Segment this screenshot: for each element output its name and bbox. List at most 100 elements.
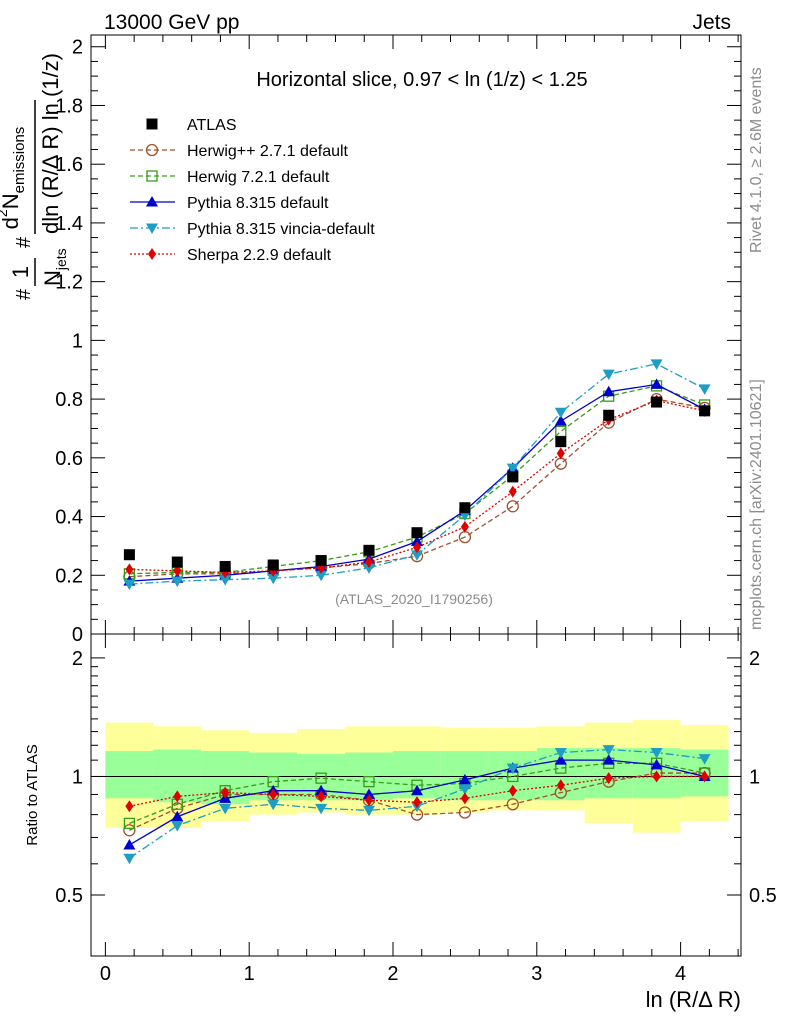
ratio-y-tick-label-left: 0.5	[55, 885, 83, 907]
sherpa-marker	[364, 794, 373, 807]
vincia-marker	[171, 576, 184, 588]
legend-label-sherpa: Sherpa 2.2.9 default	[187, 247, 332, 264]
legend-label-herwig7: Herwig 7.2.1 default	[187, 169, 330, 186]
atlas-marker	[123, 549, 135, 561]
vincia-marker	[602, 369, 615, 381]
herwig7-marker	[363, 776, 375, 788]
legend-marker-sherpa	[148, 248, 156, 260]
herwig7-marker	[315, 772, 327, 784]
analysis-watermark: (ATLAS_2020_I1790256)	[335, 591, 493, 607]
x-tick-label: 3	[531, 963, 542, 985]
y-tick-label: 1.2	[55, 272, 83, 294]
vincia-marker	[315, 570, 328, 582]
main-plot-series	[123, 359, 711, 591]
ylabel-d-num: d2Nemissions	[0, 127, 28, 230]
legend-label-herwigpp: Herwig++ 2.7.1 default	[187, 143, 349, 160]
vincia-marker	[219, 803, 232, 815]
y-tick-label: 1	[72, 330, 83, 352]
mcplots-label: mcplots.cern.ch [arXiv:2401.10621]	[748, 379, 765, 630]
atlas-marker	[315, 555, 327, 567]
legend: ATLAS Herwig++ 2.7.1 default Herwig 7.2.1 …	[130, 117, 375, 264]
y-tick-label: 1.4	[55, 213, 83, 235]
ylabel-hash-a: #	[13, 288, 35, 300]
x-tick-label: 4	[675, 963, 686, 985]
ylabel-hash-b: #	[13, 236, 35, 248]
ratio-plot-series	[123, 745, 711, 865]
main-y-axis-label: # 1 Njets # d2Nemissions dln (R/Δ R) ln …	[0, 53, 69, 300]
vincia-marker	[506, 463, 519, 475]
y-tick-label: 0	[72, 624, 83, 646]
legend-marker-vincia	[146, 223, 158, 234]
sherpa-marker	[413, 796, 422, 809]
herwigpp-marker	[554, 457, 567, 470]
pythia-marker	[411, 535, 424, 547]
vincia-marker	[362, 563, 375, 574]
ylabel-d-den: dln (R/Δ R) ln (1/z)	[38, 53, 63, 234]
sherpa-marker	[173, 564, 182, 577]
y-tick-label: 0.4	[55, 507, 83, 529]
atlas-marker	[363, 544, 375, 556]
sherpa-marker	[269, 788, 278, 801]
ratio-y-tick-label-left: 2	[72, 648, 83, 670]
y-tick-label: 2	[72, 37, 83, 59]
pythia-marker	[458, 773, 471, 785]
axis-ticks	[91, 35, 741, 956]
inner-band-bin	[105, 751, 154, 799]
atlas-marker	[267, 559, 279, 571]
vincia-marker	[267, 573, 280, 585]
vincia-marker	[602, 745, 615, 756]
atlas-marker	[171, 556, 183, 568]
pythia-marker	[171, 810, 184, 822]
vincia-marker	[362, 805, 375, 817]
sherpa-marker	[508, 485, 517, 498]
atlas-marker	[219, 560, 231, 572]
y-tick-label: 1.6	[55, 154, 83, 176]
vincia-marker	[267, 799, 280, 811]
x-axis-label: ln (R/Δ R)	[646, 987, 741, 1012]
sherpa-marker	[604, 772, 613, 785]
ratio-plot-frame	[90, 633, 742, 957]
ratio-y-tick-label-right: 0.5	[749, 885, 777, 907]
sherpa-marker	[173, 790, 182, 803]
ratio-y-tick-label-right: 2	[749, 648, 760, 670]
sherpa-marker	[221, 786, 230, 799]
ratio-y-tick-label-left: 1	[72, 766, 83, 788]
legend-label-pythia: Pythia 8.315 default	[187, 195, 329, 212]
vincia-marker	[698, 384, 711, 395]
y-tick-label: 1.8	[55, 95, 83, 117]
vincia-marker	[219, 575, 232, 586]
y-tick-label: 0.6	[55, 448, 83, 470]
energy-label: 13000 GeV pp	[104, 11, 239, 34]
y-tick-label: 0.8	[55, 389, 83, 411]
pythia-marker	[554, 754, 567, 765]
sherpa-marker	[413, 541, 422, 554]
pythia-marker	[650, 758, 663, 770]
x-tick-label: 0	[100, 963, 111, 985]
pythia-marker	[602, 385, 615, 397]
legend-marker-pythia	[146, 196, 158, 207]
herwig7-marker	[123, 817, 136, 830]
vincia-marker	[123, 853, 136, 865]
sherpa-marker	[556, 447, 565, 460]
vincia-marker	[554, 748, 567, 759]
atlas-marker	[603, 409, 615, 421]
pythia-marker	[650, 378, 663, 389]
atlas-marker	[459, 502, 471, 514]
sherpa-marker	[364, 556, 373, 569]
ylabel-frac-den: Njets	[40, 248, 69, 286]
vincia-marker	[650, 748, 663, 759]
atlas-marker	[555, 436, 567, 448]
sherpa-marker	[125, 800, 134, 813]
herwigpp-marker	[506, 798, 519, 811]
vincia-marker	[458, 784, 471, 795]
vincia-marker	[123, 579, 136, 591]
sherpa-marker	[125, 563, 134, 576]
ratio-y-tick-label-right: 1	[749, 766, 760, 788]
rivet-label: Rivet 4.1.0, ≥ 2.6M events	[748, 67, 765, 253]
ratio-y-axis-label: Ratio to ATLAS	[24, 744, 41, 845]
legend-label-atlas: ATLAS	[187, 117, 237, 134]
atlas-marker	[411, 527, 423, 539]
vincia-marker	[650, 359, 663, 370]
herwigpp-marker	[123, 824, 136, 837]
sherpa-marker	[460, 520, 469, 533]
